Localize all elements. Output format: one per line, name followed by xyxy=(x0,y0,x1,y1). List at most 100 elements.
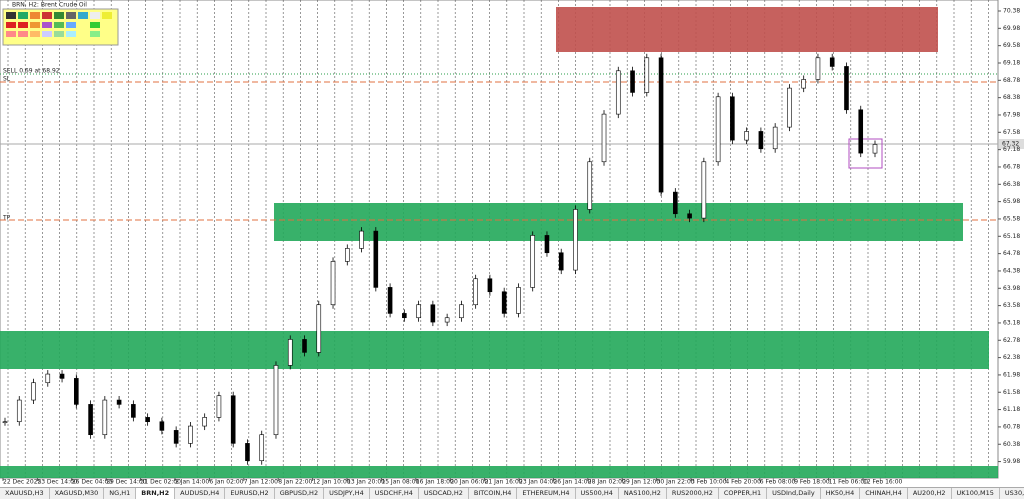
candle xyxy=(316,304,322,353)
candle xyxy=(673,191,678,215)
price-label: 69.18 xyxy=(1003,59,1020,66)
support-zone xyxy=(0,331,989,369)
candle xyxy=(387,287,393,314)
tab[interactable]: AU200,H2 xyxy=(908,488,952,499)
candle xyxy=(16,399,22,423)
candle xyxy=(45,373,51,384)
price-label: 70.38 xyxy=(1003,8,1020,15)
tab[interactable]: NAS100,H2 xyxy=(619,488,667,499)
symbol-title: BRN, H2: Brent Crude Oil xyxy=(12,2,87,9)
tab[interactable]: HK50,H4 xyxy=(821,488,861,499)
price-label: 66.38 xyxy=(1003,181,1020,188)
candle xyxy=(715,96,721,163)
candle xyxy=(31,382,36,401)
price-label: 65.18 xyxy=(1003,233,1020,240)
tab[interactable]: USDCHF,H4 xyxy=(370,488,419,499)
time-label: 26 Jan 14:00 xyxy=(553,479,591,486)
color-palette xyxy=(2,8,119,46)
candle xyxy=(302,339,307,353)
sl-label: SL xyxy=(3,76,11,83)
time-label: 23 Dec 14:00 xyxy=(37,479,78,486)
time-label: 28 Jan 02:00 xyxy=(588,479,626,486)
candle xyxy=(516,287,521,314)
candle xyxy=(74,378,79,405)
candle xyxy=(601,113,607,163)
candle xyxy=(159,421,165,431)
candle xyxy=(687,213,692,219)
support-zone xyxy=(274,203,963,241)
tab[interactable]: EURUSD,H2 xyxy=(225,488,275,499)
candle xyxy=(730,96,735,141)
tab[interactable]: USDJPY,H4 xyxy=(324,488,370,499)
time-label: 3 Feb 10:00 xyxy=(691,479,727,486)
tab[interactable]: US30,Daily xyxy=(1000,488,1024,499)
time-label: 16 Jan 18:00 xyxy=(416,479,454,486)
current-price-box xyxy=(999,139,1024,149)
price-label: 69.98 xyxy=(1003,25,1020,32)
candle xyxy=(815,57,821,80)
tab[interactable]: UK100,M15 xyxy=(952,488,1000,499)
candle xyxy=(501,291,507,314)
candle xyxy=(402,313,407,319)
time-label: 21 Jan 16:00 xyxy=(485,479,523,486)
tab[interactable]: BITCOIN,H4 xyxy=(469,488,518,499)
tab[interactable]: NG,H1 xyxy=(104,488,137,499)
tab[interactable]: US500,H4 xyxy=(576,488,619,499)
time-label: 13 Jan 20:00 xyxy=(347,479,385,486)
time-label: 11 Feb 06:00 xyxy=(829,479,869,486)
tab[interactable]: XAGUSD,M30 xyxy=(50,488,105,499)
candle xyxy=(173,430,179,444)
tab[interactable]: USDCAD,H2 xyxy=(419,488,469,499)
support-zone xyxy=(0,466,998,478)
time-label: 8 Jan 22:00 xyxy=(278,479,312,486)
candle xyxy=(88,404,93,436)
candle xyxy=(744,131,749,141)
candle xyxy=(473,278,478,306)
candle xyxy=(245,443,250,462)
time-label: 26 Dec 04:00 xyxy=(72,479,113,486)
candle xyxy=(758,131,764,150)
tab[interactable]: COPPER,H1 xyxy=(719,488,768,499)
price-label: 64.38 xyxy=(1003,267,1020,274)
candle xyxy=(829,57,835,67)
price-label: 67.18 xyxy=(1003,146,1020,153)
price-label: 67.98 xyxy=(1003,111,1020,118)
tab[interactable]: GBPUSD,H2 xyxy=(275,488,325,499)
tab[interactable]: BRN,H2 xyxy=(136,488,176,499)
candle xyxy=(444,317,450,323)
time-label: 20 Jan 06:00 xyxy=(450,479,488,486)
candle xyxy=(344,248,350,262)
marker-box xyxy=(848,138,883,169)
tab[interactable]: RUS2000,H2 xyxy=(667,488,719,499)
candle xyxy=(216,395,222,418)
candle xyxy=(801,79,806,89)
price-label: 60.78 xyxy=(1003,423,1020,430)
candle xyxy=(615,70,621,115)
price-label: 68.38 xyxy=(1003,94,1020,101)
price-label: 62.78 xyxy=(1003,337,1020,344)
candle xyxy=(116,399,122,405)
candle xyxy=(558,252,564,271)
candle xyxy=(844,66,849,111)
time-label: 12 Jan 10:00 xyxy=(313,479,351,486)
tab[interactable]: USDInd,Daily xyxy=(767,488,821,499)
price-label: 61.58 xyxy=(1003,389,1020,396)
time-label: 29 Dec 14:00 xyxy=(106,479,147,486)
tab[interactable]: XAUUSD,H3 xyxy=(0,488,50,499)
price-label: 68.78 xyxy=(1003,77,1020,84)
candle xyxy=(145,417,150,423)
chart-window: BRN, H2: Brent Crude Oil SELL 0.69 at 68… xyxy=(0,0,1024,486)
candle xyxy=(459,304,464,319)
tab[interactable]: CHINAH,H4 xyxy=(860,488,908,499)
candle xyxy=(587,161,593,210)
tp-label: TP xyxy=(2,215,11,222)
tab[interactable]: ETHEREUM,H4 xyxy=(517,488,576,499)
candle xyxy=(573,209,578,271)
price-label: 61.18 xyxy=(1003,406,1020,413)
tab[interactable]: AUDUSD,H4 xyxy=(175,488,226,499)
price-label: 62.38 xyxy=(1003,354,1020,361)
time-label: 9 Feb 18:00 xyxy=(794,479,830,486)
time-label: 31 Dec 02:00 xyxy=(141,479,182,486)
candle xyxy=(487,278,493,293)
